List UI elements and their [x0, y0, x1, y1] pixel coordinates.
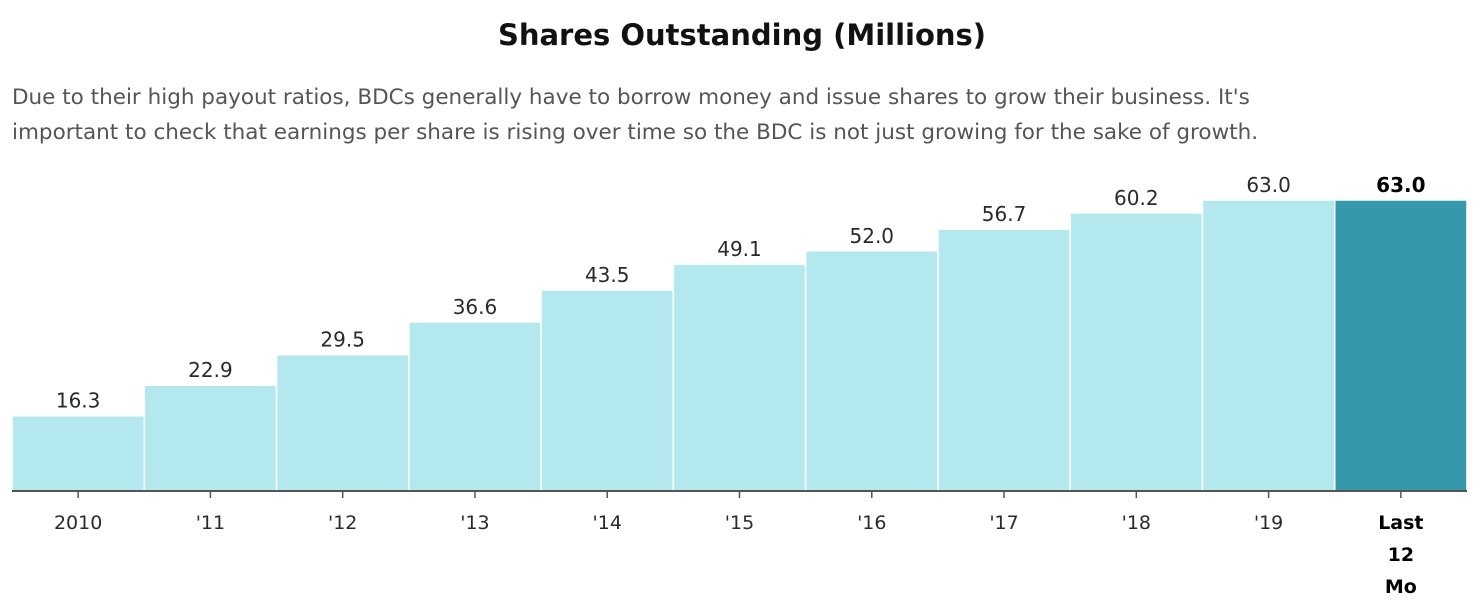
data-label: 52.0	[850, 224, 895, 248]
data-label: 43.5	[585, 263, 630, 287]
bar	[1201, 199, 1336, 492]
bar	[11, 414, 146, 492]
data-label: 29.5	[320, 328, 365, 352]
chart-subtitle-line: Due to their high payout ratios, BDCs ge…	[12, 85, 1250, 110]
x-tick-label: '12	[328, 512, 357, 534]
data-label: 63.0	[1246, 173, 1291, 197]
x-tick-label: '19	[1254, 512, 1283, 534]
x-tick-label: Last	[1378, 512, 1423, 534]
x-tick-label: 12	[1388, 544, 1414, 566]
bar	[672, 263, 807, 492]
x-tick-label: '14	[593, 512, 622, 534]
bar	[540, 289, 675, 492]
data-label: 56.7	[982, 202, 1027, 226]
chart-subtitle-line: important to check that earnings per sha…	[12, 120, 1259, 145]
data-label: 49.1	[717, 237, 762, 261]
bar	[143, 384, 278, 492]
x-tick-label: '16	[857, 512, 886, 534]
data-label: 22.9	[188, 358, 233, 382]
x-tick-label: '15	[725, 512, 754, 534]
data-label: 36.6	[453, 295, 498, 319]
bar	[275, 353, 410, 492]
x-tick-label: '11	[196, 512, 225, 534]
x-tick-label: '17	[989, 512, 1018, 534]
x-tick-label: 2010	[54, 512, 102, 534]
x-tick-label: '18	[1122, 512, 1151, 534]
x-tick-label: '13	[460, 512, 489, 534]
chart-title: Shares Outstanding (Millions)	[497, 18, 987, 52]
bar	[804, 250, 939, 492]
chart-subtitle: Due to their high payout ratios, BDCs ge…	[12, 80, 1474, 150]
bar	[937, 228, 1071, 492]
data-label: 63.0	[1376, 173, 1425, 197]
x-tick-label: Mo	[1385, 576, 1417, 598]
bar	[1069, 212, 1204, 492]
data-label: 16.3	[56, 389, 101, 413]
bar	[408, 321, 542, 492]
data-label: 60.2	[1114, 186, 1159, 210]
bar-highlight	[1333, 199, 1468, 492]
